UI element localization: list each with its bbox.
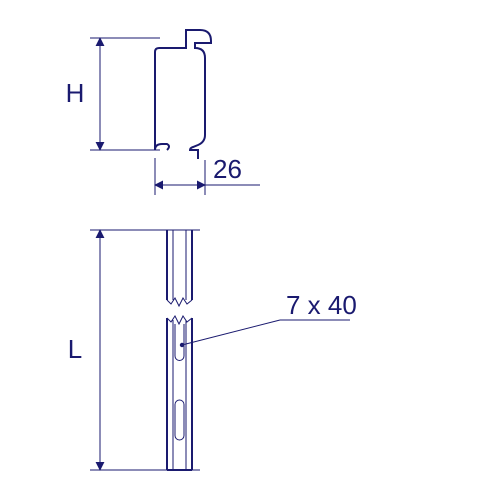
dimension-label-26: 26	[213, 154, 242, 184]
slot-dimension-label: 7 x 40	[286, 290, 357, 320]
dimension-label-L: L	[68, 334, 82, 364]
technical-drawing: H 26 L 7 x 40	[0, 0, 500, 500]
dimension-label-H: H	[66, 78, 85, 108]
